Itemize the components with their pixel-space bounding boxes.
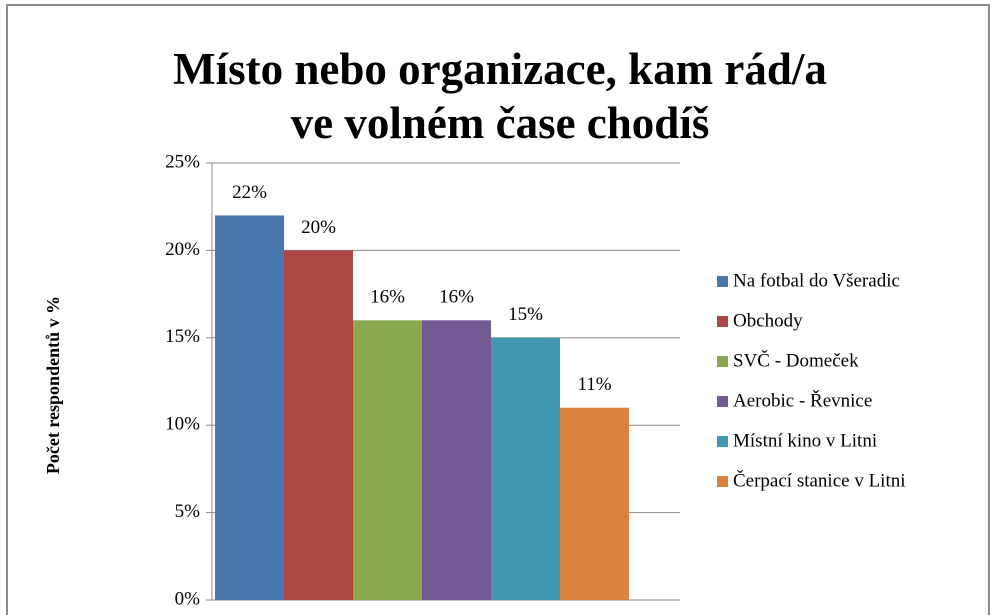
- y-tick-label: 15%: [165, 326, 200, 347]
- y-tick-label: 0%: [175, 588, 201, 609]
- bar: [284, 250, 353, 600]
- bar: [491, 337, 560, 600]
- legend-label: SVČ - Domeček: [733, 349, 859, 371]
- legend-label: Na fotbal do Všeradic: [733, 270, 900, 291]
- bar: [215, 215, 284, 600]
- chart-title: Místo nebo organizace, kam rád/a ve voln…: [173, 44, 827, 148]
- y-tick-label: 5%: [175, 501, 201, 522]
- data-label: 15%: [508, 304, 543, 325]
- y-tick-label: 25%: [165, 151, 200, 172]
- data-label: 20%: [301, 217, 336, 238]
- legend-swatch: [717, 436, 728, 447]
- legend-swatch: [717, 316, 728, 327]
- legend-label: Čerpací stanice v Litni: [733, 469, 906, 491]
- legend-swatch: [717, 356, 728, 367]
- legend-label: Místní kino v Litni: [733, 430, 877, 451]
- bar: [422, 320, 491, 600]
- y-tick-label: 10%: [165, 414, 200, 435]
- bar: [353, 320, 422, 600]
- legend-label: Aerobic - Řevnice: [733, 389, 872, 411]
- y-tick-label: 20%: [165, 239, 200, 260]
- legend-swatch: [717, 396, 728, 407]
- legend-swatch: [717, 476, 728, 487]
- data-label: 16%: [439, 287, 474, 308]
- legend-label: Obchody: [733, 310, 803, 331]
- y-axis-label: Počet respondentů v %: [43, 296, 63, 474]
- data-label: 22%: [232, 182, 267, 203]
- data-label: 11%: [577, 374, 611, 395]
- data-label: 16%: [370, 287, 405, 308]
- legend-swatch: [717, 276, 728, 287]
- bar: [560, 407, 629, 600]
